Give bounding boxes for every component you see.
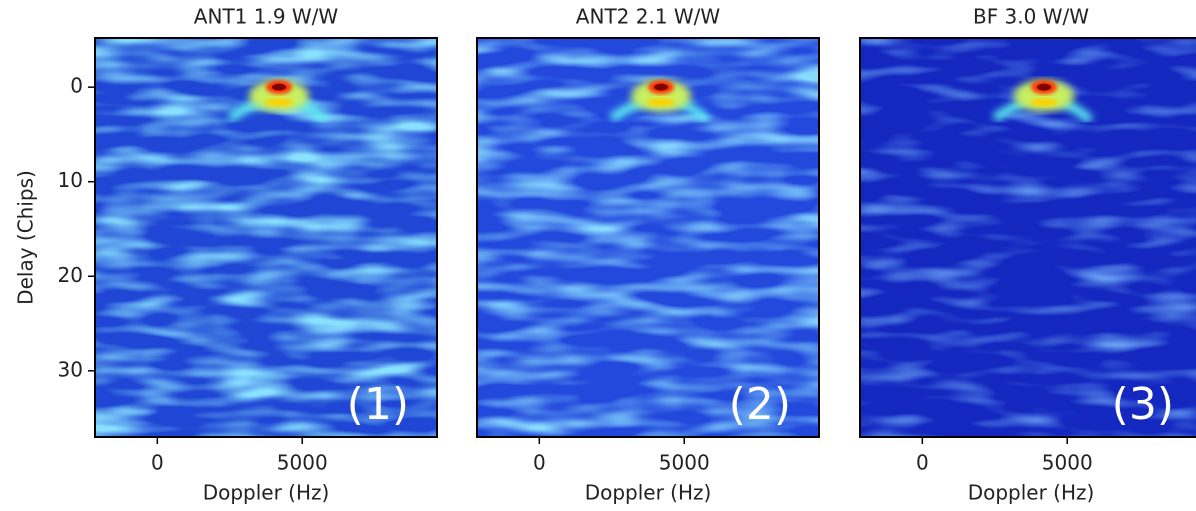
signal-glow [249,79,310,112]
panel-title: BF 3.0 W/W [973,5,1089,29]
panel-title: ANT1 1.9 W/W [194,5,339,29]
x-tick-label: 0 [533,451,546,475]
x-tick-label: 5000 [659,451,710,475]
signal-glow [1014,79,1075,112]
heatmap [95,38,437,437]
x-axis-label: Doppler (Hz) [585,481,712,505]
panel: ANT2 2.1 W/W Doppler (Hz) (2) 0 5000 [476,5,820,505]
frame [476,37,820,438]
x-axis-label: Doppler (Hz) [203,481,330,505]
panel-title: ANT2 2.1 W/W [576,5,721,29]
signal-peak [272,83,287,91]
x-axis-label: Doppler (Hz) [968,481,1095,505]
frame [94,37,438,438]
x-tick-label: 0 [151,451,164,475]
signal-mid [1030,98,1059,107]
signal-glow [631,79,692,112]
y-tick-label: 30 [58,357,83,381]
panel: ANT1 1.9 W/W Doppler (Hz) (1) 0 5000 0 10 20 30 D… [14,5,438,505]
y-tick-label: 0 [70,74,83,98]
panel-annotation: (2) [729,379,791,430]
panel: BF 3.0 W/W Doppler (Hz) (3) 0 5000 [859,5,1196,505]
signal-peak [1037,83,1052,91]
signal-mid [265,98,294,107]
y-axis-label: Delay (Chips) [14,170,38,305]
frame [859,37,1196,438]
heatmap [860,38,1196,437]
panel-annotation: (1) [347,379,409,430]
x-tick-label: 5000 [1042,451,1093,475]
y-tick-label: 20 [58,263,83,287]
y-tick-label: 10 [58,168,83,192]
x-tick-label: 5000 [277,451,328,475]
signal-peak [654,83,669,91]
x-tick-label: 0 [916,451,929,475]
panel-annotation: (3) [1112,379,1174,430]
heatmap [477,38,819,437]
signal-mid [647,98,676,107]
